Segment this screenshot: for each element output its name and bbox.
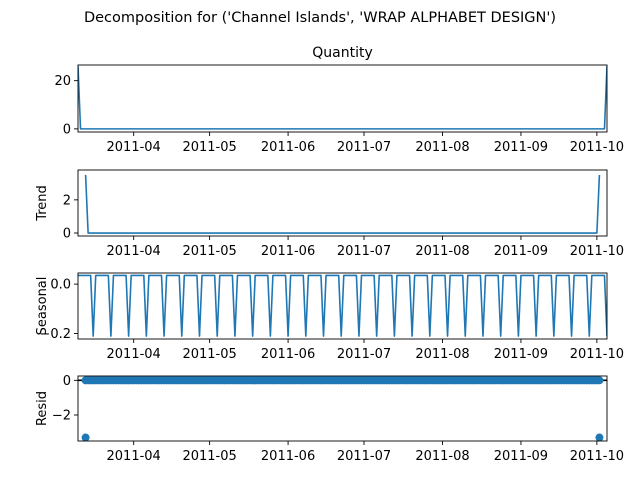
panel-frame (77, 169, 608, 237)
x-tick-label: 2011-10 (570, 244, 624, 259)
x-tick-label: 2011-09 (494, 244, 548, 259)
figure-title: Decomposition for ('Channel Islands', 'W… (84, 10, 556, 26)
panel-frame (77, 272, 608, 340)
panel-data (78, 66, 607, 130)
x-tick-label: 2011-06 (261, 244, 315, 259)
y-tick-label: 0.0 (50, 278, 71, 293)
x-tick-label: 2011-10 (570, 140, 624, 155)
x-tick-label: 2011-07 (337, 449, 391, 464)
x-tick-label: 2011-09 (494, 347, 548, 362)
panel-frame (77, 375, 608, 442)
x-tick-label: 2011-08 (415, 140, 469, 155)
y-tick-label: −2 (52, 409, 71, 424)
y-tick-label: 0 (63, 122, 71, 137)
y-tick-label: −0.2 (39, 327, 71, 342)
panel-seasonal: Seasonal 0.0 −0.2 2011-04 2011-05 2011-06 2011… (35, 272, 624, 362)
x-tick-label: 2011-08 (415, 347, 469, 362)
x-tick-label: 2011-05 (182, 140, 236, 155)
panel-trend: Trend 0 2 2011-04 2011-05 2011-06 2011-07 2011-… (35, 169, 624, 259)
x-tick-label: 2011-09 (494, 140, 548, 155)
seasonal-line (78, 274, 607, 337)
panel-observed: Quantity 0 20 2011-04 2011-05 2011-06 2011-07 2… (54, 45, 624, 155)
x-tick-label: 2011-04 (107, 449, 161, 464)
resid-point (595, 376, 604, 385)
x-tick-label: 2011-04 (107, 244, 161, 259)
x-tick-label: 2011-09 (494, 449, 548, 464)
panel-title: Quantity (312, 45, 373, 61)
panel-data (84, 174, 601, 234)
x-tick-label: 2011-04 (107, 140, 161, 155)
observed-line (78, 66, 607, 130)
x-tick-label: 2011-08 (415, 244, 469, 259)
y-tick-label: 0 (63, 374, 71, 389)
panel-data (78, 274, 607, 337)
y-axis-label: Resid (35, 391, 50, 426)
x-tick-label: 2011-07 (337, 347, 391, 362)
y-tick-label: 0 (63, 227, 71, 242)
x-tick-label: 2011-05 (182, 347, 236, 362)
x-tick-label: 2011-10 (570, 347, 624, 362)
x-tick-label: 2011-10 (570, 449, 624, 464)
x-tick-label: 2011-06 (261, 347, 315, 362)
x-tick-label: 2011-08 (415, 449, 469, 464)
trend-line (84, 174, 601, 234)
y-tick-label: 20 (54, 74, 71, 89)
resid-outlier-point (81, 433, 90, 441)
x-tick-label: 2011-07 (337, 244, 391, 259)
y-axis-label: Seasonal (35, 277, 50, 336)
x-tick-label: 2011-04 (107, 347, 161, 362)
panel-data (78, 376, 607, 441)
panel-frame (77, 64, 608, 133)
x-tick-label: 2011-05 (182, 244, 236, 259)
y-tick-label: 2 (63, 193, 71, 208)
x-tick-label: 2011-07 (337, 140, 391, 155)
panel-resid: Resid 0 −2 2011-04 2011-05 2011-06 2011-07 2011… (35, 374, 624, 464)
resid-outlier-point (595, 433, 604, 441)
y-axis-label: Trend (35, 185, 50, 222)
x-tick-label: 2011-05 (182, 449, 236, 464)
x-tick-label: 2011-06 (261, 140, 315, 155)
x-tick-label: 2011-06 (261, 449, 315, 464)
